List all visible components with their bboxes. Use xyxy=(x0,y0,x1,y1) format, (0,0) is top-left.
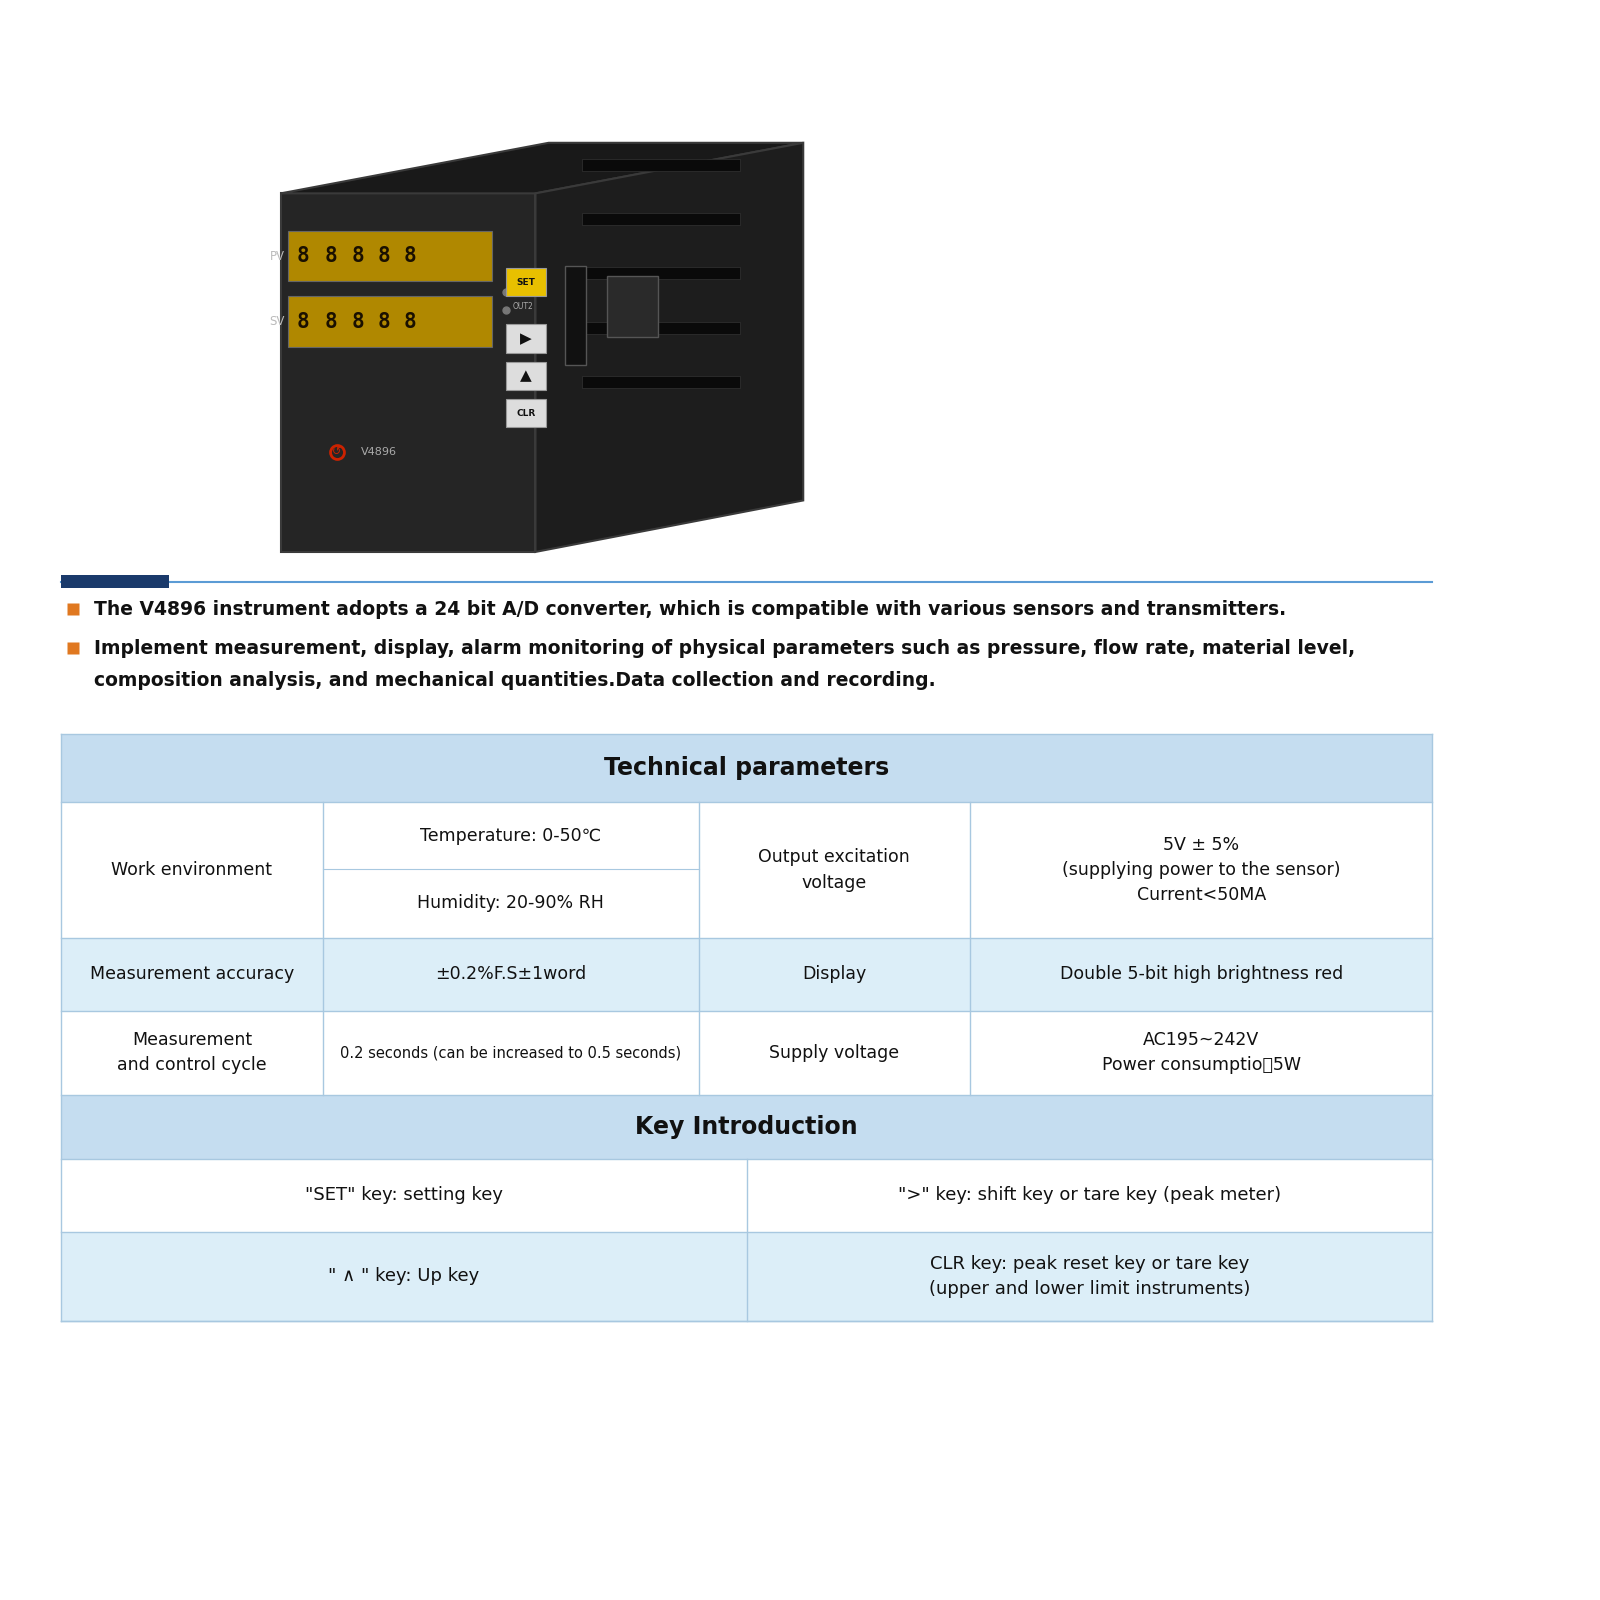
Text: 5V ± 5%
(supplying power to the sensor)
Current<50MA: 5V ± 5% (supplying power to the sensor) … xyxy=(1062,835,1341,904)
Text: CLR key: peak reset key or tare key
(upper and lower limit instruments): CLR key: peak reset key or tare key (upp… xyxy=(928,1254,1250,1298)
Bar xyxy=(582,158,739,171)
Text: ▶: ▶ xyxy=(520,331,533,346)
Text: 8: 8 xyxy=(298,312,310,331)
Text: 8: 8 xyxy=(403,246,416,266)
Text: 8: 8 xyxy=(325,246,338,266)
Bar xyxy=(606,275,658,336)
Text: Double 5-bit high brightness red: Double 5-bit high brightness red xyxy=(1059,965,1342,982)
Text: 8: 8 xyxy=(325,312,338,331)
Bar xyxy=(61,576,168,589)
Text: composition analysis, and mechanical quantities.Data collection and recording.: composition analysis, and mechanical qua… xyxy=(94,670,936,690)
Text: Implement measurement, display, alarm monitoring of physical parameters such as : Implement measurement, display, alarm mo… xyxy=(94,638,1355,658)
Text: Key Introduction: Key Introduction xyxy=(635,1115,858,1139)
Text: OUT1: OUT1 xyxy=(514,283,534,293)
Text: PV: PV xyxy=(269,250,285,262)
Bar xyxy=(61,1158,1432,1232)
Text: 8: 8 xyxy=(352,246,363,266)
Bar xyxy=(61,734,1432,802)
Text: Display: Display xyxy=(802,965,867,982)
Text: CLR: CLR xyxy=(517,410,536,418)
Text: ▲: ▲ xyxy=(520,368,533,384)
Bar xyxy=(507,269,546,296)
Bar xyxy=(61,938,1432,1011)
Text: ±0.2%F.S±1word: ±0.2%F.S±1word xyxy=(435,965,586,982)
Text: "SET" key: setting key: "SET" key: setting key xyxy=(304,1186,502,1205)
Bar xyxy=(565,266,586,365)
Bar xyxy=(61,1011,1432,1094)
Text: Measurement accuracy: Measurement accuracy xyxy=(90,965,294,982)
Bar xyxy=(582,322,739,334)
Text: ">" key: shift key or tare key (peak meter): ">" key: shift key or tare key (peak met… xyxy=(898,1186,1282,1205)
Text: Supply voltage: Supply voltage xyxy=(770,1043,899,1062)
Text: Work environment: Work environment xyxy=(112,861,272,878)
Text: Temperature: 0-50℃: Temperature: 0-50℃ xyxy=(421,827,602,845)
Text: 8: 8 xyxy=(403,312,416,331)
Text: V4896: V4896 xyxy=(362,446,397,456)
Text: OUT2: OUT2 xyxy=(514,302,534,310)
Text: 8: 8 xyxy=(378,246,390,266)
Bar xyxy=(288,296,493,347)
Bar xyxy=(61,1232,1432,1320)
Text: 8: 8 xyxy=(378,312,390,331)
Text: The V4896 instrument adopts a 24 bit A/D converter, which is compatible with var: The V4896 instrument adopts a 24 bit A/D… xyxy=(94,600,1286,619)
Text: 8: 8 xyxy=(298,246,310,266)
Bar xyxy=(582,213,739,226)
Text: " ∧ " key: Up key: " ∧ " key: Up key xyxy=(328,1267,480,1285)
Text: Technical parameters: Technical parameters xyxy=(603,757,890,781)
Bar xyxy=(61,1094,1432,1158)
Polygon shape xyxy=(536,142,803,552)
Bar xyxy=(582,267,739,280)
Text: 8: 8 xyxy=(352,312,363,331)
Bar xyxy=(582,376,739,389)
Text: ↺: ↺ xyxy=(333,446,342,456)
Text: 0.2 seconds (can be increased to 0.5 seconds): 0.2 seconds (can be increased to 0.5 sec… xyxy=(341,1045,682,1061)
Text: AC195~242V
Power consumptio＜5W: AC195~242V Power consumptio＜5W xyxy=(1102,1032,1301,1074)
Bar xyxy=(507,400,546,427)
Text: SV: SV xyxy=(269,315,285,328)
Bar xyxy=(288,230,493,282)
Polygon shape xyxy=(282,194,536,552)
Text: Measurement
and control cycle: Measurement and control cycle xyxy=(117,1032,267,1074)
Polygon shape xyxy=(282,142,803,194)
Text: SET: SET xyxy=(517,278,536,286)
Bar xyxy=(507,362,546,390)
Bar xyxy=(61,802,1432,938)
Text: Humidity: 20-90% RH: Humidity: 20-90% RH xyxy=(418,894,605,912)
Text: Output excitation
voltage: Output excitation voltage xyxy=(758,848,910,891)
Bar xyxy=(507,325,546,352)
